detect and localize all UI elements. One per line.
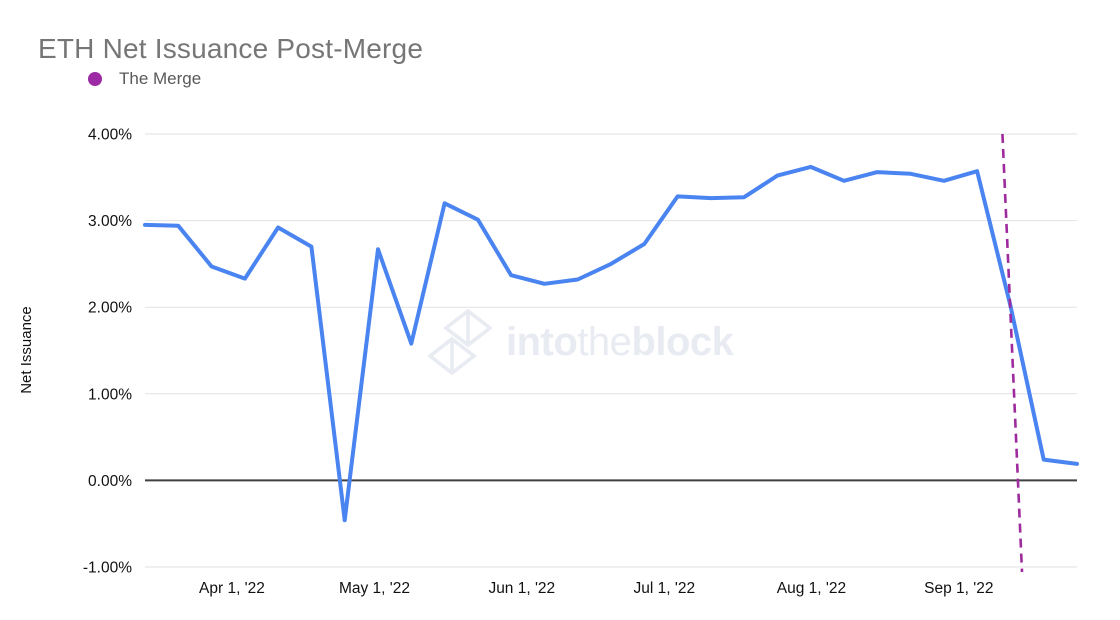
x-tick-label: Sep 1, '22 [924,580,993,597]
x-tick-label: Aug 1, '22 [777,580,846,597]
chart-legend: The Merge [88,69,201,89]
y-tick-label: -1.00% [83,560,132,577]
merge-legend-dot-icon [88,72,102,86]
merge-legend-label: The Merge [119,69,202,88]
y-tick-label: 2.00% [88,300,132,317]
x-tick-label: May 1, '22 [339,580,410,597]
y-tick-label: 3.00% [88,213,132,230]
x-tick-label: Jul 1, '22 [634,580,696,597]
x-tick-label: Apr 1, '22 [199,580,265,597]
page-title: ETH Net Issuance Post-Merge [38,32,424,64]
y-tick-label: 4.00% [88,127,132,144]
x-tick-label: Jun 1, '22 [488,580,555,597]
merge-annotation-line [1001,133,1024,573]
y-tick-label: 1.00% [88,386,132,403]
net-issuance-line [143,164,1079,523]
y-tick-label: 0.00% [88,473,132,490]
